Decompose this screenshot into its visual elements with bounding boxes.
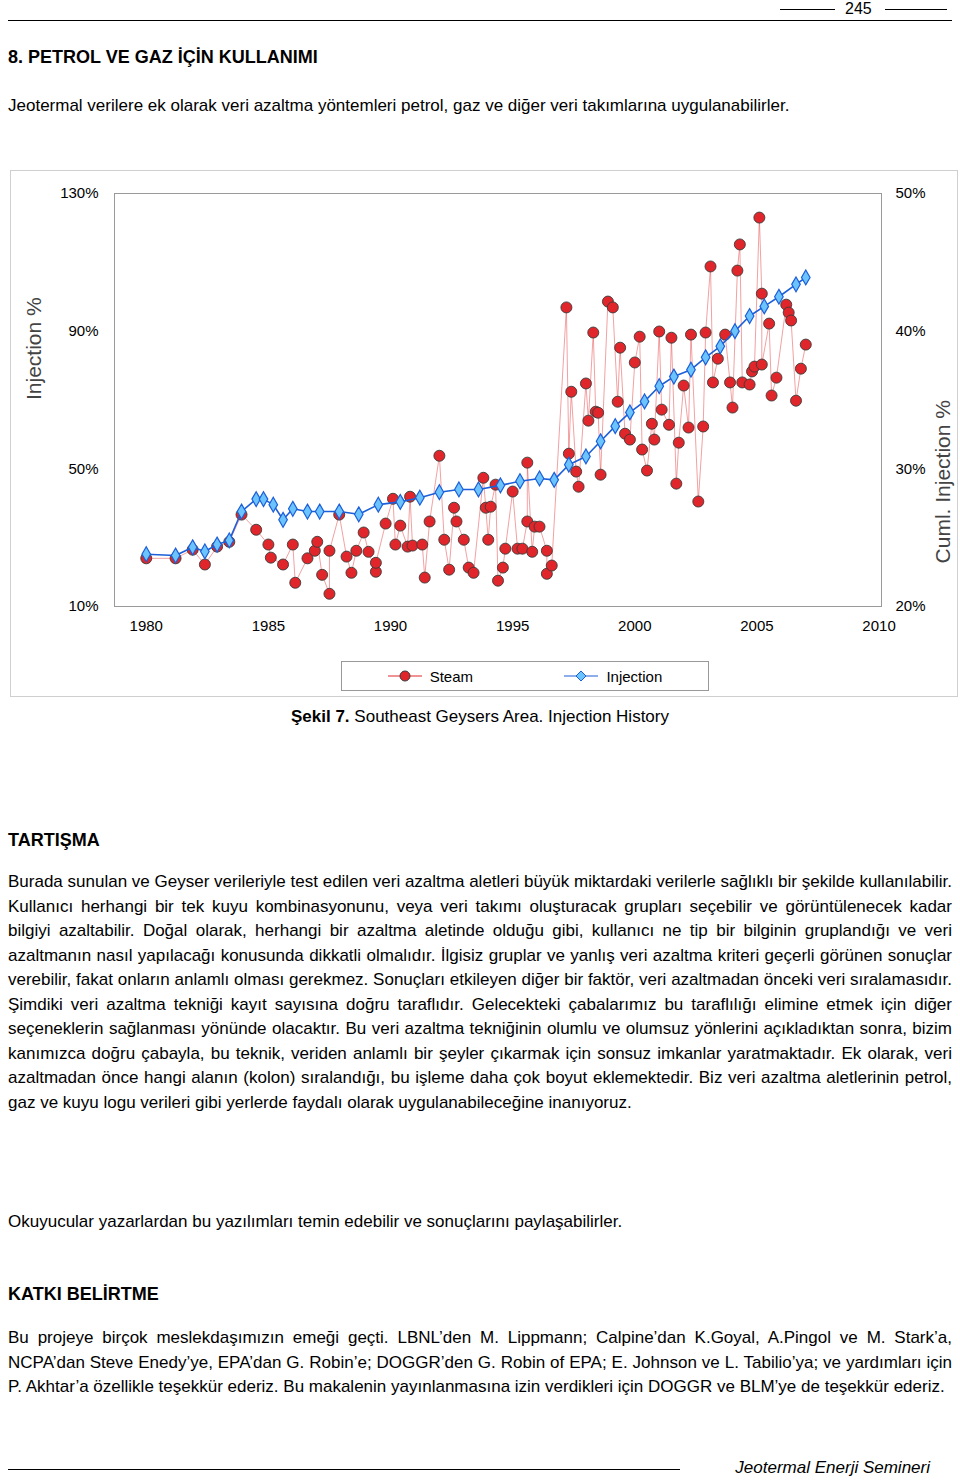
html-text:Okuyucular yazarlardan bu yazı: Okuyucular yazarlardan bu yazılımları te…	[8, 1212, 623, 1231]
svg-text:50%: 50%	[68, 460, 98, 477]
html-text:Injection: Injection	[606, 667, 663, 685]
html-text:Bu projeye birçok meslekdaşımı: Bu projeye birçok meslekdaşımızın emeği …	[8, 1328, 952, 1396]
svg-text:Injection %: Injection %	[22, 297, 45, 400]
svg-text:2005: 2005	[740, 617, 773, 634]
svg-text:90%: 90%	[68, 322, 98, 339]
svg-text:2000: 2000	[618, 617, 651, 634]
svg-text:40%: 40%	[896, 322, 926, 339]
svg-text:130%: 130%	[60, 184, 98, 201]
svg-text:Cuml. Injection %: Cuml. Injection %	[931, 400, 954, 563]
svg-text:30%: 30%	[896, 460, 926, 477]
svg-text:1980: 1980	[130, 617, 163, 634]
html-text:TARTIŞMA: TARTIŞMA	[8, 830, 100, 850]
svg-text:50%: 50%	[896, 184, 926, 201]
html-text:Steam: Steam	[429, 667, 473, 685]
html-text:Jeotermal verilere ek olarak v: Jeotermal verilere ek olarak veri azaltm…	[8, 96, 790, 115]
html-text:KATKI BELİRTME: KATKI BELİRTME	[8, 1284, 159, 1304]
svg-text:10%: 10%	[68, 597, 98, 614]
html-text:8. PETROL VE GAZ İÇİN KULLANIM: 8. PETROL VE GAZ İÇİN KULLANIMI	[8, 47, 318, 67]
svg-text:1990: 1990	[374, 617, 407, 634]
svg-text:20%: 20%	[896, 597, 926, 614]
html-text:Şekil 7. Southeast Geysers Are: Şekil 7. Southeast Geysers Area. Injecti…	[291, 707, 669, 726]
html-text:Burada sunulan ve Geyser veril: Burada sunulan ve Geyser verileriyle tes…	[8, 872, 952, 1112]
html-text:245: 245	[845, 0, 872, 17]
svg-text:1995: 1995	[496, 617, 529, 634]
svg-text:2010: 2010	[862, 617, 895, 634]
html-text:Jeotermal Enerji Semineri: Jeotermal Enerji Semineri	[735, 1458, 930, 1477]
svg-text:1985: 1985	[252, 617, 285, 634]
